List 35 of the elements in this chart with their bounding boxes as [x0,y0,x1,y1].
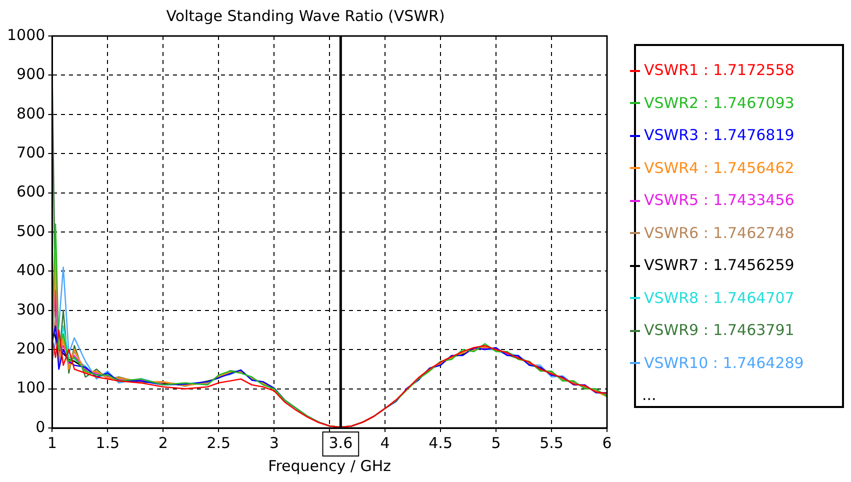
y-tick-label: 300 [16,300,46,318]
y-tick-label: 200 [16,339,46,358]
legend-label: VSWR5 : 1.7433456 [644,191,794,209]
x-axis-title: Frequency / GHz [268,456,392,475]
x-tick-label: 4 [380,434,390,452]
y-tick-label: 0 [36,418,46,436]
text: ... [642,385,658,406]
x-tick-label: 4.5 [428,434,452,452]
legend-label: VSWR9 : 1.7463791 [644,321,794,339]
ref-line-label: 3.6 [328,434,353,452]
y-tick-label: 800 [16,104,46,122]
y-tick-label: 700 [16,143,46,162]
x-tick-label: 2 [158,434,168,452]
legend-label: VSWR4 : 1.7456462 [644,158,794,176]
x-tick-label: 5.5 [540,434,564,452]
legend-label: VSWR3 : 1.7476819 [644,126,794,144]
x-tick-label: 1.5 [96,434,120,452]
y-tick-label: 1000 [6,26,46,44]
chart-title: Voltage Standing Wave Ratio (VSWR) [166,6,445,25]
legend-label: VSWR2 : 1.7467093 [644,94,794,112]
x-tick-label: 2.5 [206,434,231,452]
y-tick-label: 600 [16,182,46,201]
y-tick-label: 500 [16,222,46,240]
y-tick-label: 100 [16,378,46,397]
legend-label: VSWR7 : 1.7456259 [644,256,794,274]
x-tick-label: 6 [602,434,612,452]
y-tick-label: 900 [16,65,46,84]
legend-label: VSWR10 : 1.7464289 [644,354,804,372]
x-tick-label: 1 [47,434,57,452]
legend-label: VSWR8 : 1.7464707 [644,288,794,306]
x-tick-label: 3 [269,434,279,452]
legend-label: VSWR1 : 1.7172558 [644,61,794,79]
legend-label: VSWR6 : 1.7462748 [644,224,794,242]
x-tick-label: 5 [491,434,501,452]
y-tick-label: 400 [16,261,46,280]
